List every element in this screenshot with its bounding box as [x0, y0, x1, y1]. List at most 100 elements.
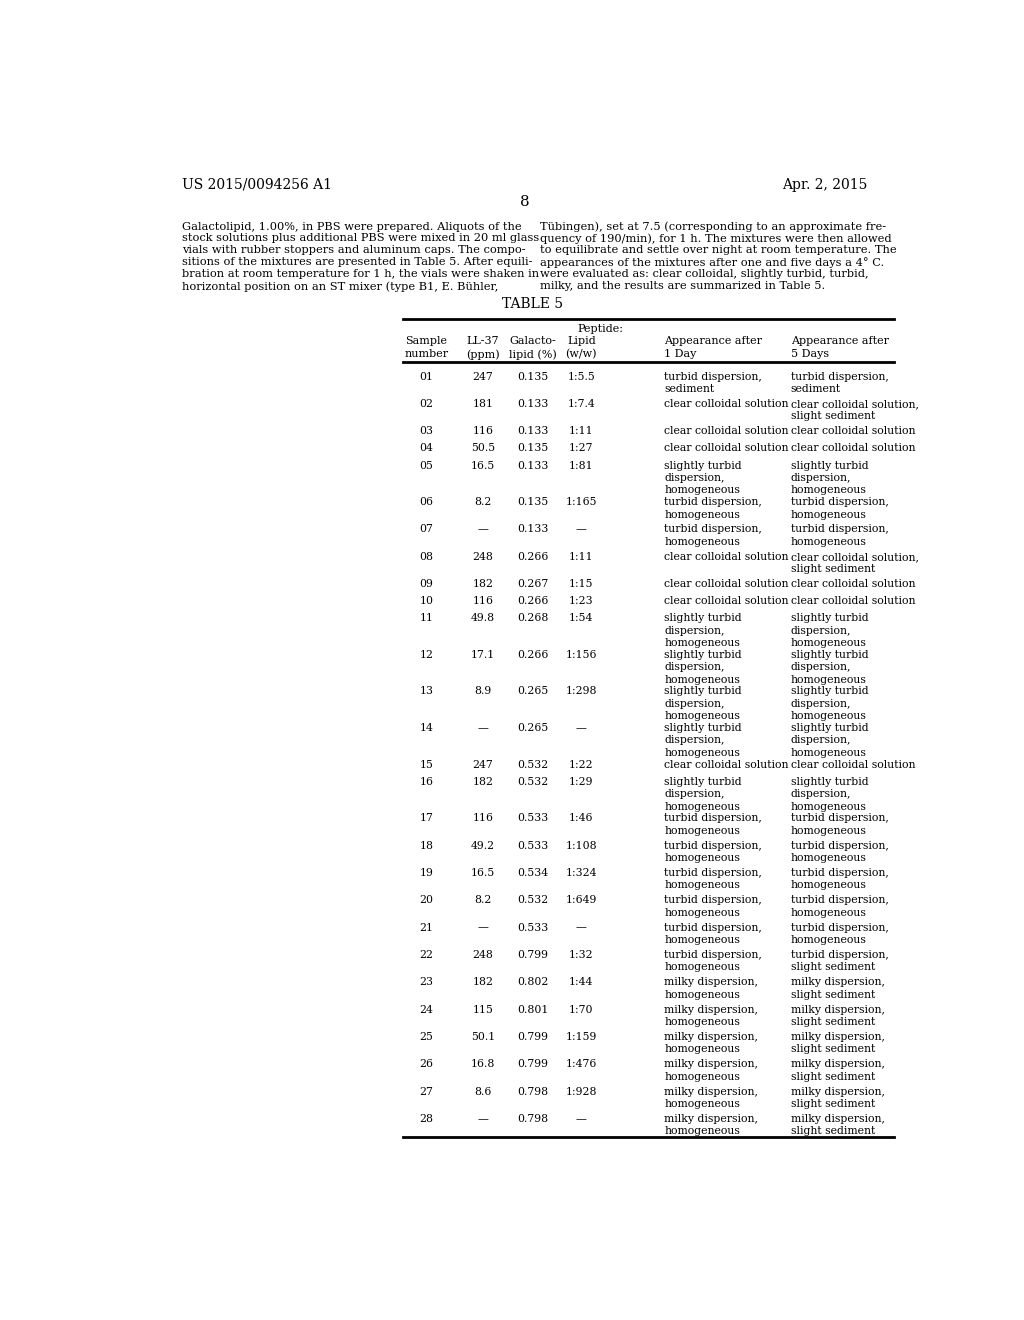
Text: 12: 12 [420, 649, 433, 660]
Text: turbid dispersion,
sediment: turbid dispersion, sediment [791, 372, 889, 395]
Text: 0.133: 0.133 [517, 524, 548, 535]
Text: milky dispersion,
homogeneous: milky dispersion, homogeneous [665, 1032, 759, 1055]
Text: 8.9: 8.9 [474, 686, 492, 697]
Text: 5 Days: 5 Days [791, 350, 828, 359]
Text: TABLE 5: TABLE 5 [502, 297, 563, 312]
Text: milky dispersion,
homogeneous: milky dispersion, homogeneous [665, 1086, 759, 1109]
Text: 1:649: 1:649 [565, 895, 597, 906]
Text: turbid dispersion,
sediment: turbid dispersion, sediment [665, 372, 762, 395]
Text: turbid dispersion,
homogeneous: turbid dispersion, homogeneous [665, 841, 762, 863]
Text: 1:29: 1:29 [569, 776, 594, 787]
Text: turbid dispersion,
homogeneous: turbid dispersion, homogeneous [791, 498, 889, 520]
Text: milky dispersion,
homogeneous: milky dispersion, homogeneous [665, 1005, 759, 1027]
Text: Galactolipid, 1.00%, in PBS were prepared. Aliquots of the: Galactolipid, 1.00%, in PBS were prepare… [182, 222, 522, 231]
Text: stock solutions plus additional PBS were mixed in 20 ml glass: stock solutions plus additional PBS were… [182, 234, 540, 243]
Text: to equilibrate and settle over night at room temperature. The: to equilibrate and settle over night at … [541, 246, 897, 255]
Text: 05: 05 [420, 461, 433, 470]
Text: 20: 20 [420, 895, 433, 906]
Text: milky dispersion,
slight sediment: milky dispersion, slight sediment [791, 1005, 885, 1027]
Text: 08: 08 [420, 552, 433, 562]
Text: 04: 04 [420, 444, 433, 454]
Text: 28: 28 [420, 1114, 433, 1123]
Text: turbid dispersion,
homogeneous: turbid dispersion, homogeneous [665, 895, 762, 917]
Text: —: — [477, 524, 488, 535]
Text: 116: 116 [472, 813, 494, 824]
Text: 248: 248 [472, 552, 494, 562]
Text: clear colloidal solution: clear colloidal solution [665, 426, 788, 437]
Text: number: number [404, 350, 449, 359]
Text: horizontal position on an ST mixer (type B1, E. Bühler,: horizontal position on an ST mixer (type… [182, 281, 499, 292]
Text: bration at room temperature for 1 h, the vials were shaken in: bration at room temperature for 1 h, the… [182, 269, 540, 280]
Text: milky dispersion,
slight sediment: milky dispersion, slight sediment [791, 1114, 885, 1137]
Text: 182: 182 [472, 579, 494, 589]
Text: vials with rubber stoppers and aluminum caps. The compo-: vials with rubber stoppers and aluminum … [182, 246, 526, 255]
Text: 1:928: 1:928 [565, 1086, 597, 1097]
Text: clear colloidal solution: clear colloidal solution [665, 552, 788, 562]
Text: slightly turbid
dispersion,
homogeneous: slightly turbid dispersion, homogeneous [791, 649, 868, 685]
Text: clear colloidal solution: clear colloidal solution [665, 597, 788, 606]
Text: —: — [477, 923, 488, 933]
Text: 8.6: 8.6 [474, 1086, 492, 1097]
Text: 182: 182 [472, 776, 494, 787]
Text: 1:159: 1:159 [565, 1032, 597, 1041]
Text: 0.266: 0.266 [517, 597, 548, 606]
Text: 0.532: 0.532 [517, 776, 548, 787]
Text: turbid dispersion,
homogeneous: turbid dispersion, homogeneous [791, 923, 889, 945]
Text: (ppm): (ppm) [466, 350, 500, 360]
Text: —: — [575, 723, 587, 733]
Text: 0.268: 0.268 [517, 614, 548, 623]
Text: turbid dispersion,
homogeneous: turbid dispersion, homogeneous [665, 498, 762, 520]
Text: clear colloidal solution: clear colloidal solution [791, 444, 915, 454]
Text: —: — [575, 524, 587, 535]
Text: 0.798: 0.798 [517, 1114, 548, 1123]
Text: 0.534: 0.534 [517, 869, 548, 878]
Text: 0.799: 0.799 [517, 950, 548, 960]
Text: slightly turbid
dispersion,
homogeneous: slightly turbid dispersion, homogeneous [791, 614, 868, 648]
Text: LL-37: LL-37 [467, 337, 500, 346]
Text: 8.2: 8.2 [474, 895, 492, 906]
Text: 0.533: 0.533 [517, 813, 548, 824]
Text: 8: 8 [520, 195, 529, 210]
Text: appearances of the mixtures after one and five days a 4° C.: appearances of the mixtures after one an… [541, 257, 885, 268]
Text: clear colloidal solution: clear colloidal solution [665, 579, 788, 589]
Text: 0.798: 0.798 [517, 1086, 548, 1097]
Text: 1:156: 1:156 [565, 649, 597, 660]
Text: 1:7.4: 1:7.4 [567, 399, 595, 409]
Text: 116: 116 [472, 597, 494, 606]
Text: turbid dispersion,
homogeneous: turbid dispersion, homogeneous [665, 524, 762, 546]
Text: slightly turbid
dispersion,
homogeneous: slightly turbid dispersion, homogeneous [665, 776, 742, 812]
Text: turbid dispersion,
homogeneous: turbid dispersion, homogeneous [665, 813, 762, 836]
Text: slightly turbid
dispersion,
homogeneous: slightly turbid dispersion, homogeneous [665, 686, 742, 721]
Text: 0.799: 0.799 [517, 1059, 548, 1069]
Text: slightly turbid
dispersion,
homogeneous: slightly turbid dispersion, homogeneous [791, 723, 868, 758]
Text: turbid dispersion,
homogeneous: turbid dispersion, homogeneous [791, 841, 889, 863]
Text: Appearance after: Appearance after [791, 337, 889, 346]
Text: lipid (%): lipid (%) [509, 350, 556, 360]
Text: 0.135: 0.135 [517, 498, 548, 507]
Text: 0.265: 0.265 [517, 723, 548, 733]
Text: 17.1: 17.1 [471, 649, 495, 660]
Text: clear colloidal solution: clear colloidal solution [791, 426, 915, 437]
Text: 50.1: 50.1 [471, 1032, 495, 1041]
Text: 1:32: 1:32 [569, 950, 594, 960]
Text: 10: 10 [420, 597, 433, 606]
Text: 16: 16 [420, 776, 433, 787]
Text: 03: 03 [420, 426, 433, 437]
Text: —: — [477, 1114, 488, 1123]
Text: Appearance after: Appearance after [665, 337, 762, 346]
Text: 16.8: 16.8 [471, 1059, 496, 1069]
Text: 181: 181 [472, 399, 494, 409]
Text: 13: 13 [420, 686, 433, 697]
Text: —: — [575, 1114, 587, 1123]
Text: 16.5: 16.5 [471, 461, 495, 470]
Text: 247: 247 [472, 372, 494, 381]
Text: 1:15: 1:15 [569, 579, 594, 589]
Text: 49.2: 49.2 [471, 841, 495, 850]
Text: 1:5.5: 1:5.5 [567, 372, 595, 381]
Text: 06: 06 [420, 498, 433, 507]
Text: turbid dispersion,
homogeneous: turbid dispersion, homogeneous [791, 869, 889, 891]
Text: clear colloidal solution: clear colloidal solution [665, 399, 788, 409]
Text: clear colloidal solution: clear colloidal solution [791, 597, 915, 606]
Text: Lipid: Lipid [567, 337, 596, 346]
Text: 1:27: 1:27 [569, 444, 594, 454]
